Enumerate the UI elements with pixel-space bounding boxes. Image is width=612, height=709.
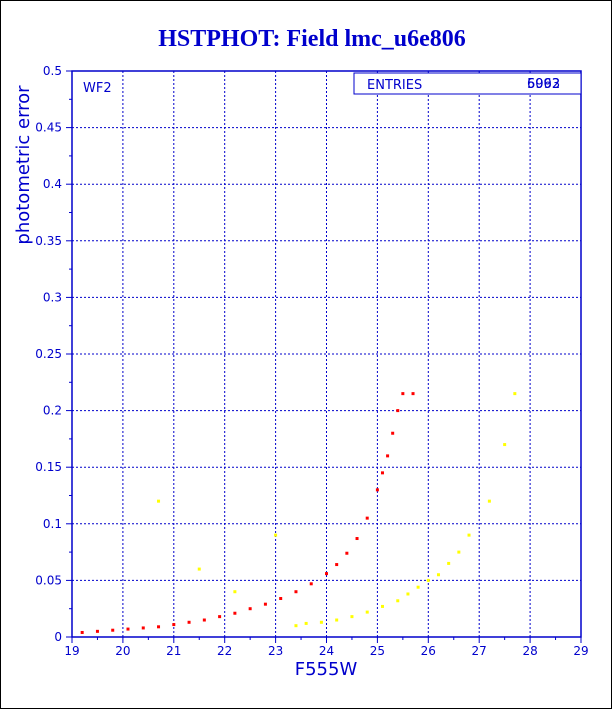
data-point: [335, 563, 339, 567]
data-point: [141, 626, 145, 630]
data-point: [80, 630, 84, 634]
data-point: [380, 471, 384, 475]
y-tick-labels: 0 0.05 0.1 0.15 0.2 0.25 0.3 0.35 0.4 0.45 0.5: [35, 64, 62, 644]
data-point: [202, 618, 206, 622]
data-point: [197, 567, 201, 571]
data-point: [111, 628, 115, 632]
data-point: [436, 573, 440, 577]
data-point: [304, 621, 308, 625]
y-tick-label: 0.5: [43, 64, 62, 78]
data-point: [365, 610, 369, 614]
data-point: [355, 537, 359, 541]
data-series: [80, 392, 517, 634]
data-point: [406, 592, 410, 596]
data-point: [457, 550, 461, 554]
y-tick-label: 0.2: [43, 404, 62, 418]
data-point: [309, 582, 313, 586]
data-point: [365, 516, 369, 520]
series-1: [80, 392, 415, 634]
data-point: [218, 615, 222, 619]
data-point: [503, 443, 507, 447]
data-point: [157, 499, 161, 503]
data-point: [396, 599, 400, 603]
data-point: [274, 533, 278, 537]
x-tick-label: 21: [166, 644, 181, 658]
data-point: [95, 629, 99, 633]
x-tick-label: 29: [573, 644, 588, 658]
data-point: [416, 585, 420, 589]
y-axis-label: photometric error: [13, 85, 34, 245]
y-tick-label: 0.25: [35, 347, 62, 361]
data-point: [325, 572, 328, 576]
stats-box: ENTRIES 5993 6062: [353, 72, 582, 95]
x-tick-label: 25: [370, 644, 385, 658]
x-tick-label: 19: [64, 644, 79, 658]
y-tick-label: 0.35: [35, 234, 62, 248]
data-point: [447, 561, 451, 565]
y-tick-label: 0.05: [35, 573, 62, 587]
panel-annotation: WF2: [83, 81, 112, 96]
y-tick-label: 0.3: [43, 290, 62, 304]
plot-area: 19 20 21 22 23 24 25 26 27 28 29 0 0.05 0.1 0.15 0.2 0.…: [35, 64, 588, 658]
data-point: [233, 611, 237, 615]
data-point: [386, 454, 390, 458]
data-point: [126, 627, 130, 631]
data-point: [375, 488, 379, 492]
gridlines: [66, 70, 582, 643]
series-2: [157, 392, 517, 628]
data-point: [345, 551, 349, 555]
data-point: [487, 499, 491, 503]
data-point: [396, 409, 400, 413]
data-point: [263, 602, 267, 606]
data-point: [513, 392, 517, 396]
x-tick-label: 28: [522, 644, 537, 658]
data-point: [233, 590, 237, 594]
data-point: [335, 618, 339, 622]
x-tick-label: 26: [421, 644, 436, 658]
data-point: [294, 624, 298, 628]
y-tick-label: 0.15: [35, 460, 62, 474]
data-point: [411, 392, 415, 396]
x-tick-labels: 19 20 21 22 23 24 25 26 27 28 29: [64, 644, 588, 658]
chart-title: HSTPHOT: Field lmc_u6e806: [158, 26, 466, 52]
data-point: [172, 623, 176, 627]
data-point: [380, 604, 384, 608]
x-tick-label: 24: [319, 644, 334, 658]
y-tick-label: 0.1: [43, 517, 62, 531]
stats-box-border: [353, 72, 582, 95]
x-tick-label: 22: [217, 644, 232, 658]
data-point: [279, 597, 283, 601]
data-point: [426, 578, 430, 582]
data-point: [350, 615, 354, 619]
y-tick-label: 0: [54, 630, 62, 644]
data-point: [248, 607, 252, 611]
data-point: [467, 533, 471, 537]
stats-entries-label: ENTRIES: [367, 78, 422, 93]
data-point: [157, 625, 161, 629]
x-tick-label: 23: [268, 644, 283, 658]
x-tick-label: 20: [115, 644, 130, 658]
stats-entries-value-2: 6062: [527, 77, 560, 92]
data-point: [401, 392, 405, 396]
data-point: [391, 431, 395, 435]
data-point: [319, 620, 323, 624]
x-tick-label: 27: [472, 644, 487, 658]
x-axis-label: F555W: [295, 659, 358, 680]
y-tick-label: 0.45: [35, 121, 62, 135]
data-point: [187, 620, 191, 624]
data-point: [294, 590, 298, 594]
stats-entries-value-1: 5993: [527, 77, 560, 92]
y-tick-label: 0.4: [43, 177, 62, 191]
